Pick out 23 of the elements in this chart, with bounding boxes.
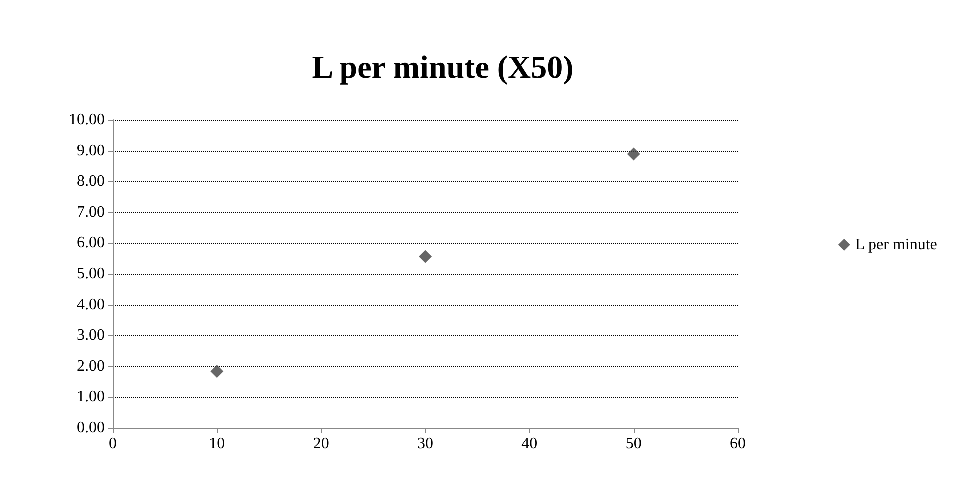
x-tick-label: 0 bbox=[109, 436, 117, 452]
x-tick-label: 50 bbox=[626, 436, 642, 452]
y-tick-label: 6.00 bbox=[77, 234, 105, 252]
y-tick-label: 8.00 bbox=[77, 173, 105, 190]
y-tick-label: 1.00 bbox=[77, 388, 105, 406]
chart-title: L per minute (X50) bbox=[312, 49, 574, 85]
y-tick-label: 4.00 bbox=[77, 296, 105, 314]
x-tick-label: 20 bbox=[313, 436, 330, 452]
y-tick-label: 9.00 bbox=[77, 142, 105, 160]
point bbox=[419, 250, 432, 264]
y-tick-label: 2.00 bbox=[77, 358, 105, 375]
legend-label: L per minute bbox=[855, 236, 938, 254]
x-tick-label: 60 bbox=[730, 436, 746, 452]
y-tick-label: 0.00 bbox=[77, 420, 105, 436]
y-tick-label: 7.00 bbox=[77, 204, 105, 221]
x-tick-label: 10 bbox=[209, 436, 226, 452]
x-tick-label: 30 bbox=[418, 436, 434, 452]
x-tick-label: 40 bbox=[522, 436, 538, 452]
y-tick-label: 3.00 bbox=[77, 327, 105, 344]
y-tick-label: 5.00 bbox=[77, 266, 105, 282]
point bbox=[627, 148, 640, 161]
point bbox=[210, 365, 224, 378]
y-tick-label: 10.00 bbox=[69, 112, 105, 128]
